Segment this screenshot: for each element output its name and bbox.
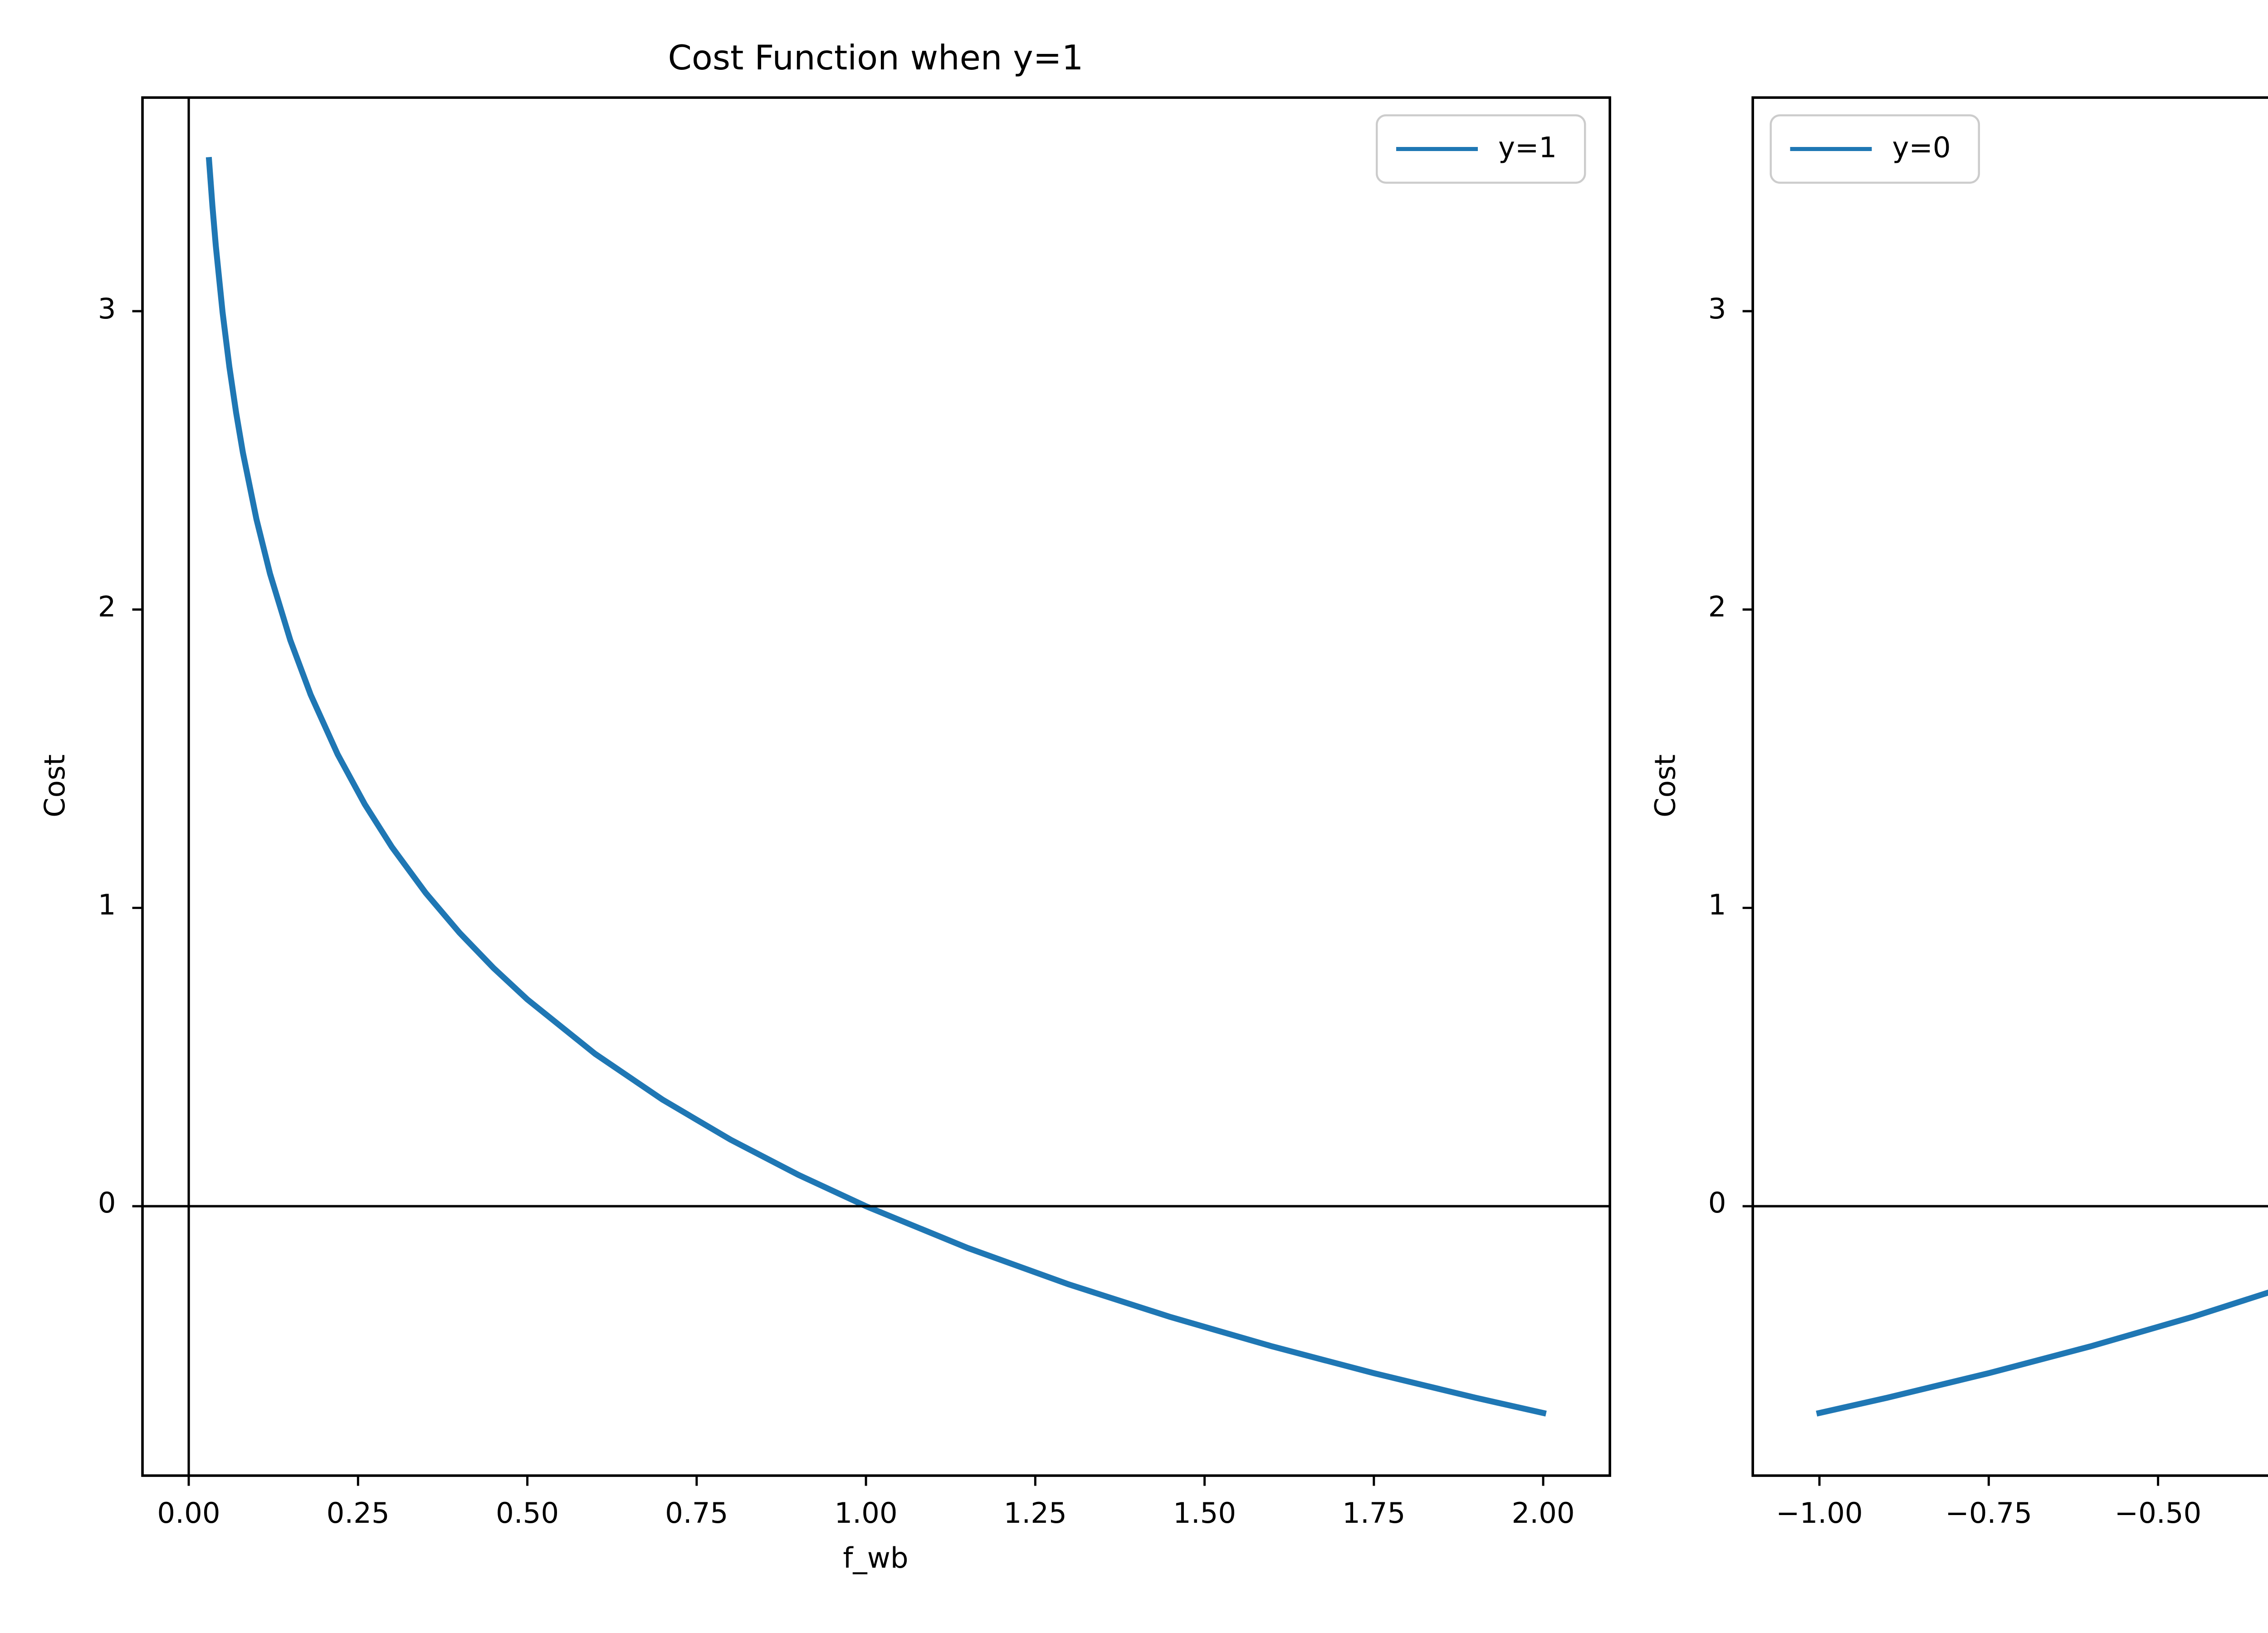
x-tick-label: 0.00	[157, 1498, 220, 1531]
x-tick-label: −0.50	[2114, 1498, 2202, 1531]
x-tick-label: 0.50	[495, 1498, 559, 1531]
y-tick-label: 1	[98, 890, 116, 924]
y-tick-label: 2	[98, 592, 116, 625]
cost-curve	[1816, 1289, 2268, 1417]
right-plot-title: Cost Function when y=0	[1874, 35, 2268, 82]
left-plot-legend: y=1	[1376, 114, 1586, 184]
left-plot-xlabel: f_wb	[843, 1543, 909, 1576]
right-plot-ylabel: Cost	[1651, 754, 1684, 818]
left-plot-ylabel: Cost	[39, 754, 72, 818]
x-tick-label: −1.00	[1776, 1498, 1863, 1531]
y-tick-label: 0	[98, 1188, 116, 1222]
left-plot-title: Cost Function when y=1	[668, 37, 1084, 78]
x-tick-label: −0.75	[1945, 1498, 2033, 1531]
legend-label: y=0	[1892, 132, 1951, 166]
legend-label: y=1	[1498, 132, 1557, 166]
x-tick-label: 1.50	[1173, 1498, 1237, 1531]
y-tick-label: 0	[1708, 1188, 1726, 1222]
x-tick-label: 0.75	[665, 1498, 728, 1531]
x-tick-label: −0.25	[2266, 1498, 2268, 1533]
legend-line-sample	[1790, 146, 1872, 152]
x-tick-label: 1.25	[1003, 1498, 1067, 1531]
x-tick-label: 1.00	[834, 1498, 898, 1531]
x-tick-label: 0.25	[326, 1498, 390, 1531]
x-tick-label: 2.00	[1511, 1498, 1575, 1531]
right-subplot	[1742, 96, 2268, 1486]
axes-spines	[141, 96, 1611, 1477]
right-plot-legend: y=0	[1769, 114, 1980, 184]
y-tick-label: 3	[98, 293, 116, 327]
y-tick-label: 1	[1708, 890, 1726, 924]
axes-spines	[1751, 96, 2268, 1477]
x-tick-label: 1.75	[1342, 1498, 1406, 1531]
legend-line-sample	[1396, 146, 1478, 152]
left-subplot	[132, 96, 1611, 1486]
cost-curve	[205, 156, 1547, 1417]
y-tick-label: 2	[1708, 592, 1726, 625]
y-tick-label: 3	[1708, 293, 1726, 327]
